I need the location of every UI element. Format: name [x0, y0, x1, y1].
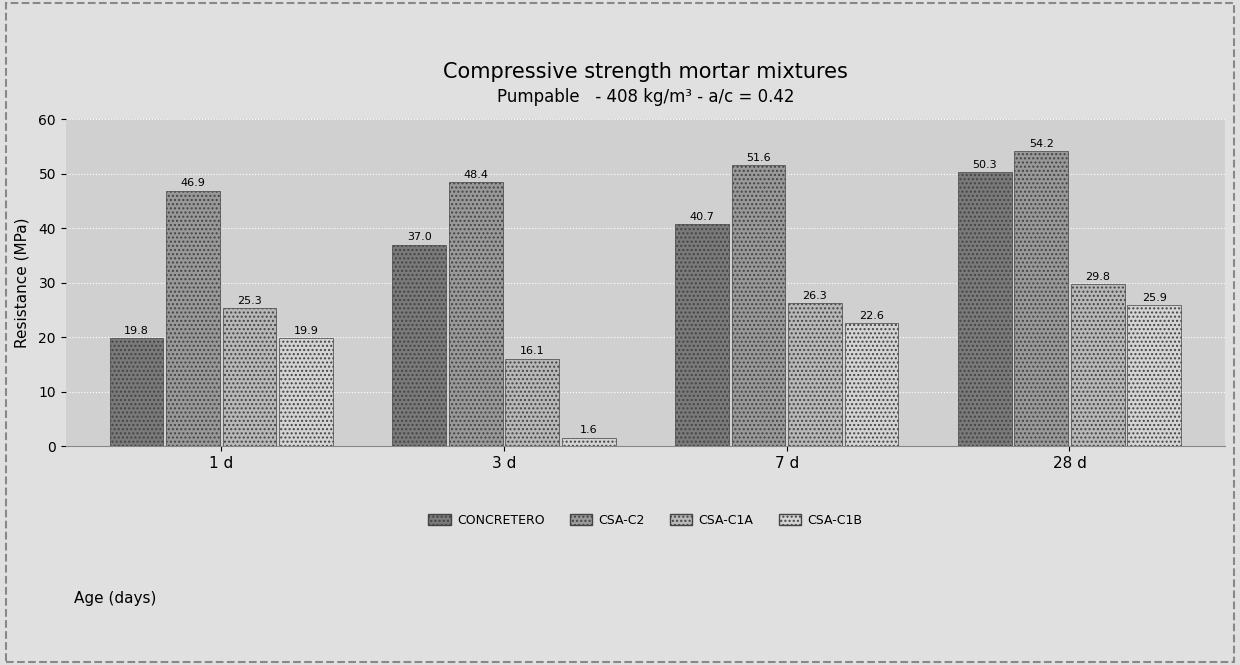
- Text: Pumpable   - 408 kg/m³ - a/c = 0.42: Pumpable - 408 kg/m³ - a/c = 0.42: [496, 88, 794, 106]
- Bar: [506, 358, 559, 446]
- Text: 1.6: 1.6: [580, 426, 598, 436]
- Text: 19.9: 19.9: [294, 326, 319, 336]
- Text: Age (days): Age (days): [74, 591, 156, 606]
- Bar: [279, 338, 332, 446]
- Bar: [844, 323, 899, 446]
- Title: Compressive strength mortar mixtures: Compressive strength mortar mixtures: [443, 62, 848, 82]
- Bar: [789, 303, 842, 446]
- Text: 22.6: 22.6: [859, 311, 884, 321]
- Bar: [223, 309, 277, 446]
- Text: 19.8: 19.8: [124, 327, 149, 336]
- Text: 16.1: 16.1: [520, 346, 544, 356]
- Text: 54.2: 54.2: [1029, 139, 1054, 149]
- Bar: [562, 438, 615, 446]
- Y-axis label: Resistance (MPa): Resistance (MPa): [15, 217, 30, 348]
- Bar: [449, 182, 502, 446]
- Text: 46.9: 46.9: [181, 178, 206, 188]
- Bar: [732, 165, 785, 446]
- Bar: [675, 225, 729, 446]
- Bar: [1014, 151, 1068, 446]
- Legend: CONCRETERO, CSA-C2, CSA-C1A, CSA-C1B: CONCRETERO, CSA-C2, CSA-C1A, CSA-C1B: [423, 509, 867, 532]
- Text: 51.6: 51.6: [746, 153, 771, 163]
- Bar: [109, 338, 164, 446]
- Text: 50.3: 50.3: [972, 160, 997, 170]
- Text: 29.8: 29.8: [1085, 272, 1110, 282]
- Bar: [392, 245, 446, 446]
- Text: 25.3: 25.3: [237, 296, 262, 307]
- Bar: [1071, 284, 1125, 446]
- Text: 48.4: 48.4: [464, 170, 489, 180]
- Text: 26.3: 26.3: [802, 291, 827, 301]
- Bar: [166, 191, 219, 446]
- Text: 25.9: 25.9: [1142, 293, 1167, 303]
- Text: 37.0: 37.0: [407, 233, 432, 243]
- Bar: [957, 172, 1012, 446]
- Bar: [1127, 305, 1182, 446]
- Text: 40.7: 40.7: [689, 212, 714, 222]
